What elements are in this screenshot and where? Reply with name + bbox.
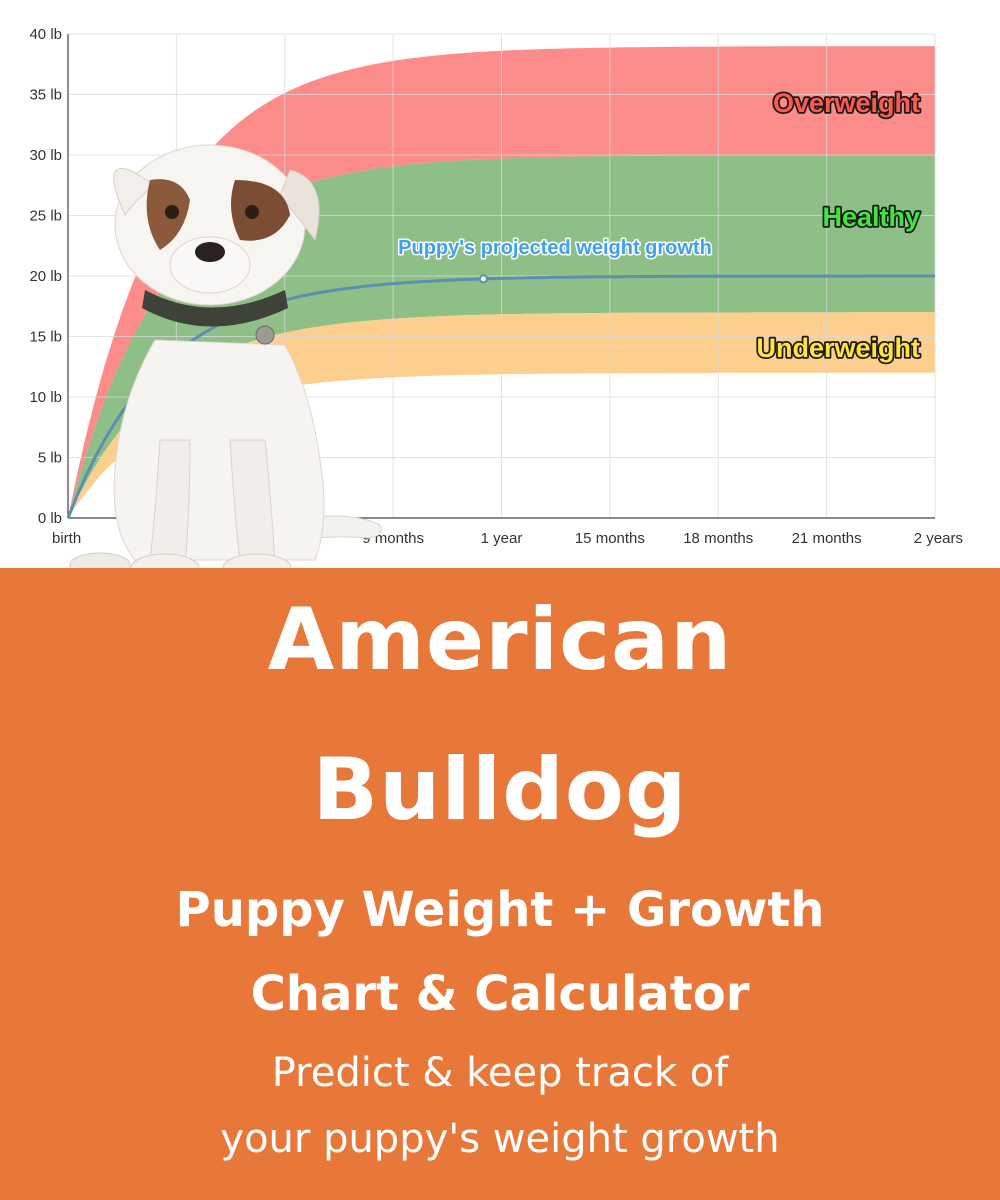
y-tick-label: 20 lb [29, 268, 62, 285]
y-tick-label: 15 lb [29, 329, 62, 346]
subtitle-line1: Puppy Weight + Growth [175, 882, 825, 938]
x-tick-label: 18 months [683, 530, 753, 547]
x-tick-label: 2 years [914, 530, 963, 547]
y-tick-label: 35 lb [29, 87, 62, 104]
subtitle-line2: Chart & Calculator [250, 966, 750, 1022]
breed-name-line2: Bulldog [312, 740, 688, 840]
x-tick-label: 1 year [481, 530, 523, 547]
projection-line [66, 274, 935, 519]
y-tick-label: 40 lb [29, 26, 62, 43]
puppy-image [69, 144, 382, 583]
zone-label-underweight: Underweight [756, 333, 920, 363]
x-tick-label: 21 months [792, 530, 862, 547]
y-tick-label: 30 lb [29, 147, 62, 164]
y-tick-label: 5 lb [38, 450, 62, 467]
y-tick-label: 0 lb [38, 510, 62, 527]
projection-marker [478, 274, 488, 284]
x-tick-label: 15 months [575, 530, 645, 547]
zone-label-healthy: Healthy [822, 202, 920, 232]
description-line1: Predict & keep track of [271, 1050, 729, 1096]
zone-label-overweight: Overweight [773, 88, 920, 118]
projection-label: Puppy's projected weight growth [398, 237, 712, 259]
y-tick-label: 10 lb [29, 389, 62, 406]
breed-name-line1: American [267, 590, 733, 690]
y-tick-label: 25 lb [29, 208, 62, 225]
title-banner: American Bulldog Puppy Weight + Growth C… [0, 568, 1000, 1200]
x-tick-label: birth [52, 530, 81, 547]
description-line2: your puppy's weight growth [220, 1116, 780, 1162]
